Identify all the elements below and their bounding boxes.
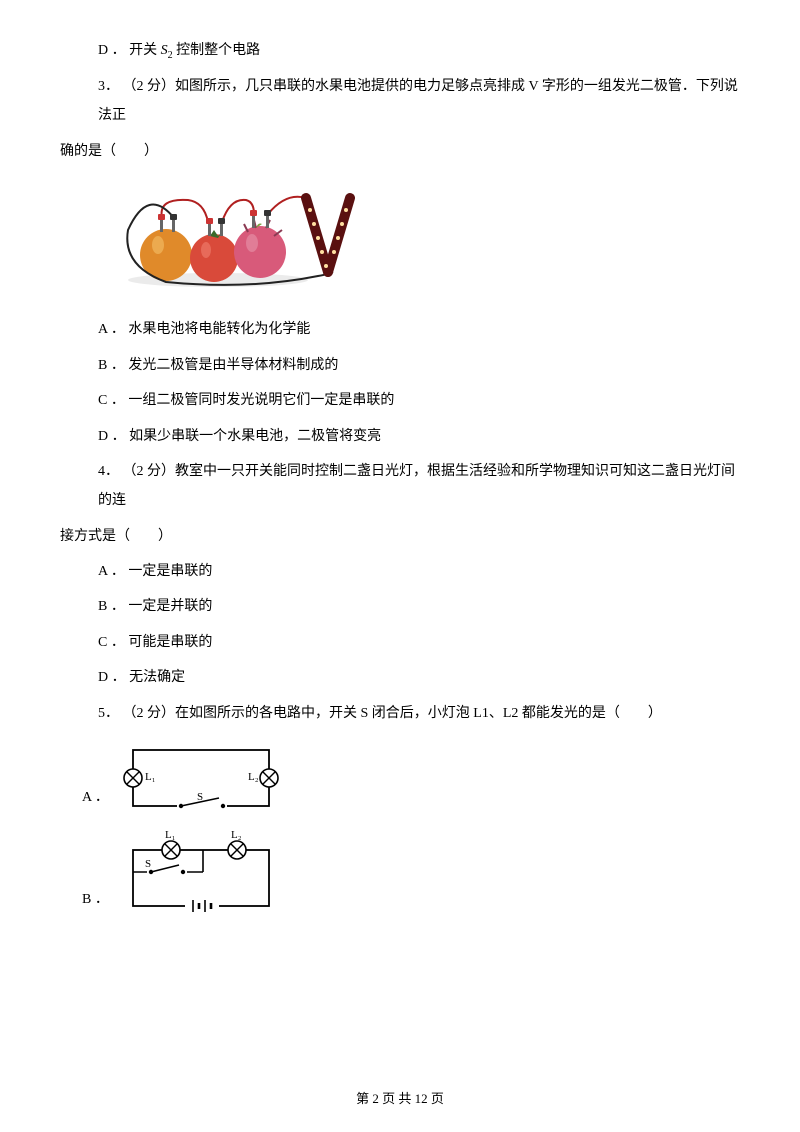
page-footer: 第 2 页 共 12 页 [0,1085,800,1112]
q3-text1: 如图所示，几只串联的水果电池提供的电力足够点亮排成 V 字形的一组发光二极管．下… [98,79,738,123]
footer-text: 第 2 页 共 12 页 [356,1091,444,1106]
option-prefix: D ． [98,43,126,58]
q5-option-b-block: B ． L₁ L₂ S [82,830,740,920]
option-rest: 控制整个电路 [173,43,261,58]
q5-option-a-block: A ． L₁ L₂ S [82,740,740,818]
q3-option-c: C ． 一组二极管同时发光说明它们一定是串联的 [60,386,740,415]
option-text: 开关 [129,43,161,58]
q5-num: 5． [98,706,119,721]
circuit-b-svg: L₁ L₂ S [115,830,285,920]
q3-figure [118,180,740,301]
label-l1b: L₁ [165,830,176,841]
q5-b-label: B ． [82,885,109,920]
q3-option-b: B ． 发光二极管是由半导体材料制成的 [60,351,740,380]
label-l2b: L₂ [231,830,242,841]
q4-num: 4． [98,464,119,479]
q4-pts: （2 分） [123,464,176,479]
label-l2: L₂ [248,771,259,783]
q4-text2: 接方式是（ ） [60,529,172,544]
circuit-a-svg: L₁ L₂ S [115,740,285,818]
q5-pts: （2 分） [123,706,176,721]
label-s: S [197,791,203,803]
q4-option-d: D ． 无法确定 [60,663,740,692]
q3-num: 3． [98,79,119,94]
q4-option-a: A ． 一定是串联的 [60,557,740,586]
q3-option-d: D ． 如果少串联一个水果电池，二极管将变亮 [60,422,740,451]
q4-stem-line1: 4． （2 分）教室中一只开关能同时控制二盏日光灯，根据生活经验和所学物理知识可… [60,457,740,516]
q4-option-b: B ． 一定是并联的 [60,592,740,621]
q3-pts: （2 分） [123,79,176,94]
fruit2 [190,234,238,282]
q5-stem: 5． （2 分）在如图所示的各电路中，开关 S 闭合后，小灯泡 L1、L2 都能… [60,699,740,728]
q4-text1: 教室中一只开关能同时控制二盏日光灯，根据生活经验和所学物理知识可知这二盏日光灯间… [98,464,735,508]
q5-text: 在如图所示的各电路中，开关 S 闭合后，小灯泡 L1、L2 都能发光的是（ ） [175,706,662,721]
fruit-battery-svg [118,180,368,290]
q3-stem-line1: 3． （2 分）如图所示，几只串联的水果电池提供的电力足够点亮排成 V 字形的一… [60,72,740,131]
q5-a-label: A ． [82,783,109,818]
prev-option-d: D ． 开关 S2 控制整个电路 [60,36,740,66]
label-sb: S [145,858,151,870]
symbol-s: S [161,43,168,58]
q4-stem-line2: 接方式是（ ） [60,522,740,551]
q3-stem-line2: 确的是（ ） [60,137,740,166]
q3-text2: 确的是（ ） [60,144,158,159]
q3-option-a: A ． 水果电池将电能转化为化学能 [60,315,740,344]
led-v-shape [306,198,350,272]
label-l1: L₁ [145,771,156,783]
q4-option-c: C ． 可能是串联的 [60,628,740,657]
